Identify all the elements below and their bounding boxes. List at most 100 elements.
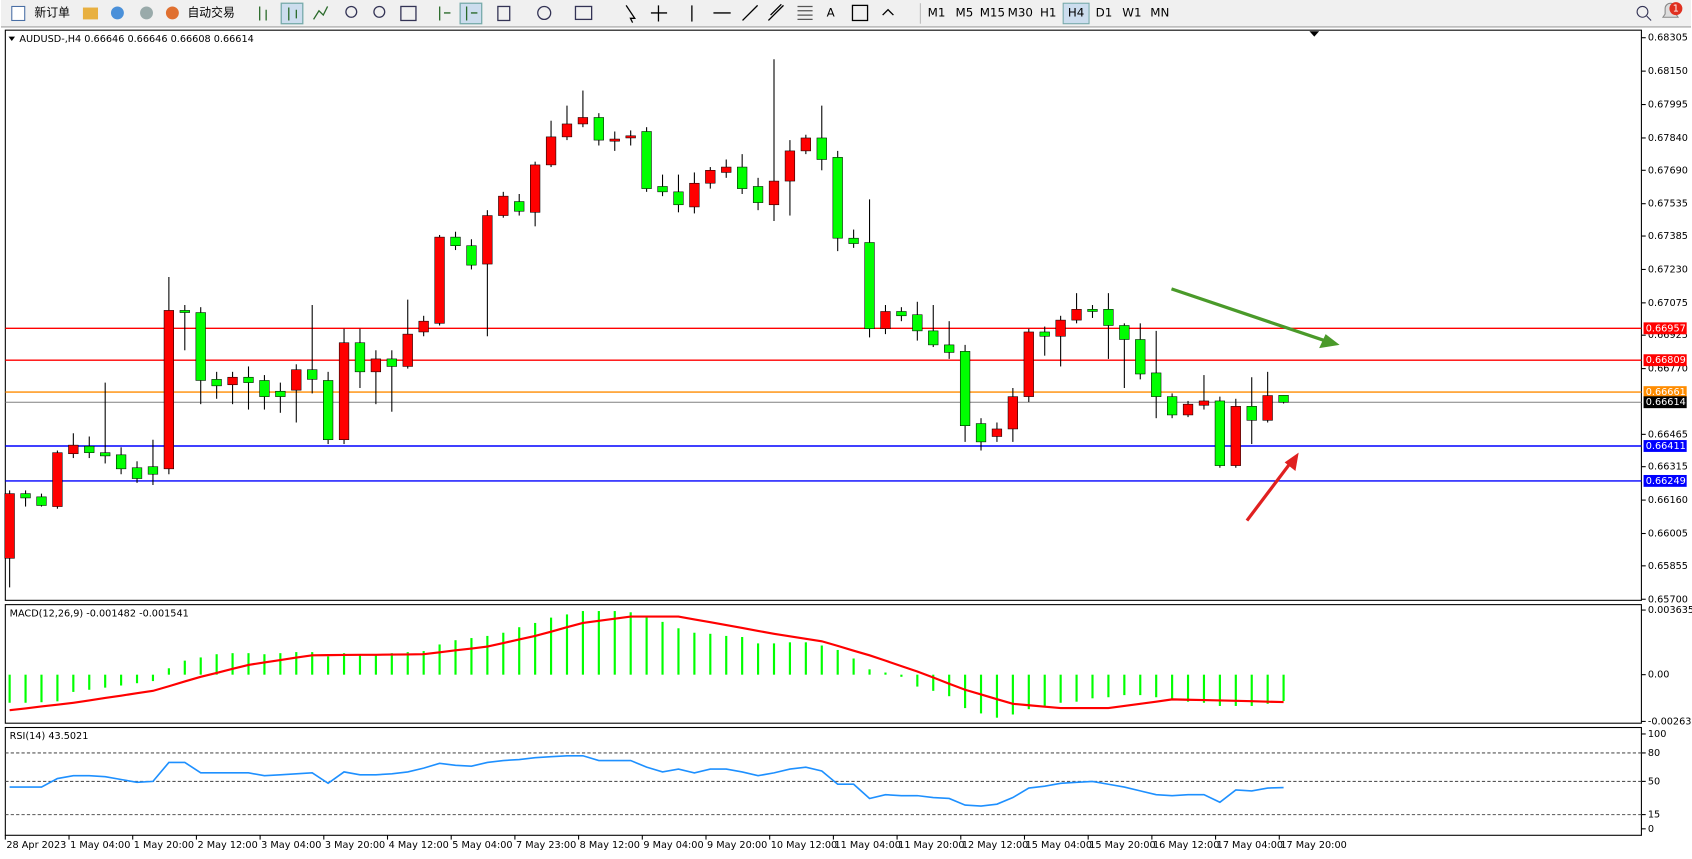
auto-trading-button[interactable]: 自动交易 — [187, 5, 234, 19]
tool-icon[interactable] — [82, 7, 99, 20]
search-icon[interactable] — [1636, 5, 1649, 18]
fibo-tool[interactable] — [797, 5, 813, 21]
macd-bar — [1234, 674, 1237, 706]
candle-body — [1087, 309, 1098, 312]
level-label-bg — [1643, 386, 1687, 399]
y-tick-label: 0 — [1648, 824, 1654, 835]
indicators-tool[interactable] — [497, 5, 511, 22]
candle-body — [84, 445, 95, 453]
y-tick-label: 0.67075 — [1648, 298, 1688, 309]
tool-icon[interactable] — [140, 6, 153, 20]
candle-body — [880, 311, 891, 329]
arrows-tool[interactable] — [882, 8, 894, 16]
candle-body — [896, 311, 907, 317]
zoom-in-tool[interactable] — [345, 5, 358, 18]
scroll-tool[interactable] — [439, 6, 451, 21]
crosshair-tool[interactable] — [650, 5, 668, 22]
text-tool[interactable]: A — [827, 5, 835, 19]
periods-tool[interactable] — [537, 5, 552, 21]
x-tick-label: 15 May 20:00 — [1089, 840, 1155, 851]
macd-bar — [757, 643, 760, 675]
x-tick-label: 11 May 04:00 — [834, 840, 900, 851]
macd-bar — [788, 642, 792, 675]
red-arrow-head — [1284, 452, 1299, 471]
new-order-button[interactable]: 新订单 — [34, 5, 70, 19]
tool-icon[interactable] — [110, 6, 124, 20]
bid-label-bg — [1643, 396, 1687, 409]
macd-bar — [231, 653, 234, 675]
macd-bar — [167, 668, 170, 675]
macd-bar — [772, 643, 776, 675]
macd-bar — [868, 669, 871, 675]
timeframe-button[interactable]: H1 — [1040, 5, 1056, 19]
candle-body — [737, 166, 748, 189]
zoom-out-tool[interactable] — [373, 5, 386, 18]
macd-bar — [151, 674, 155, 682]
timeframe-button[interactable]: H4 — [1068, 5, 1084, 19]
autoscroll-tool[interactable] — [465, 6, 478, 21]
candle-body — [752, 186, 764, 203]
label-tool[interactable] — [851, 4, 869, 22]
candle-body — [131, 467, 143, 479]
templates-tool[interactable] — [574, 5, 593, 21]
y-tick-label: 0.66465 — [1648, 429, 1688, 440]
macd-bar — [932, 674, 935, 691]
y-tick-label: 0.66005 — [1648, 529, 1688, 540]
macd-bar — [454, 640, 457, 675]
timeframe-button[interactable]: M15 — [980, 5, 1005, 19]
timeframe-button[interactable]: MN — [1150, 5, 1169, 19]
y-tick-label: 0.66315 — [1648, 462, 1688, 473]
tile-tool[interactable] — [400, 5, 417, 22]
timeframe-button[interactable]: W1 — [1122, 5, 1141, 19]
candle-body — [561, 123, 573, 138]
macd-bar — [120, 674, 123, 686]
y-tick-label: 0.66925 — [1648, 330, 1688, 341]
bar-chart-tool[interactable] — [259, 6, 267, 21]
y-tick-label: 0.00 — [1648, 670, 1670, 681]
candle-body — [1039, 331, 1050, 337]
candle-body — [354, 342, 366, 373]
candle-body — [100, 452, 111, 457]
candle-body — [450, 236, 461, 247]
candle-body — [1023, 331, 1034, 397]
auto-trading-icon[interactable] — [165, 6, 179, 20]
new-order-icon[interactable] — [11, 5, 26, 22]
x-tick-label: 9 May 20:00 — [707, 840, 767, 851]
macd-bar — [581, 611, 584, 675]
candle-chart-tool[interactable] — [288, 7, 297, 21]
candle-body — [307, 369, 318, 380]
channel-tool[interactable] — [767, 3, 784, 21]
candle-body — [1007, 396, 1018, 430]
timeframe-button[interactable]: M5 — [956, 5, 974, 19]
shift-marker — [1309, 31, 1320, 37]
candle-body — [1119, 325, 1130, 340]
cursor-tool[interactable] — [625, 5, 636, 23]
line-chart-tool[interactable] — [313, 6, 329, 20]
timeframe-button[interactable]: M1 — [928, 5, 946, 19]
macd-bar — [183, 660, 186, 675]
y-tick-label: 0.67840 — [1648, 133, 1688, 144]
macd-bar — [342, 653, 346, 675]
candle-tool-active[interactable] — [280, 2, 304, 25]
macd-bar — [358, 654, 362, 675]
trendline-tool[interactable] — [742, 4, 759, 21]
timeframe-button[interactable]: M30 — [1008, 5, 1033, 19]
candle-body — [800, 137, 811, 152]
candle-body — [4, 493, 15, 559]
rsi-line — [9, 754, 1284, 807]
macd-bar — [741, 636, 744, 675]
symbol-menu-arrow — [8, 36, 16, 41]
x-tick-label: 17 May 04:00 — [1217, 840, 1283, 851]
timeframe-button[interactable]: D1 — [1096, 5, 1113, 19]
timeframe-active-bg — [1062, 2, 1090, 25]
candle-body — [36, 496, 47, 506]
macd-bar — [311, 652, 314, 675]
y-tick-label: 0.66160 — [1648, 495, 1688, 506]
macd-bar — [215, 654, 218, 675]
panel-title: RSI(14) 43.5021 — [10, 731, 89, 742]
macd-bar — [390, 653, 393, 675]
macd-bar — [135, 674, 139, 684]
x-tick-label: 16 May 12:00 — [1153, 840, 1219, 851]
annotations — [1170, 31, 1340, 522]
candle-body — [211, 379, 222, 387]
